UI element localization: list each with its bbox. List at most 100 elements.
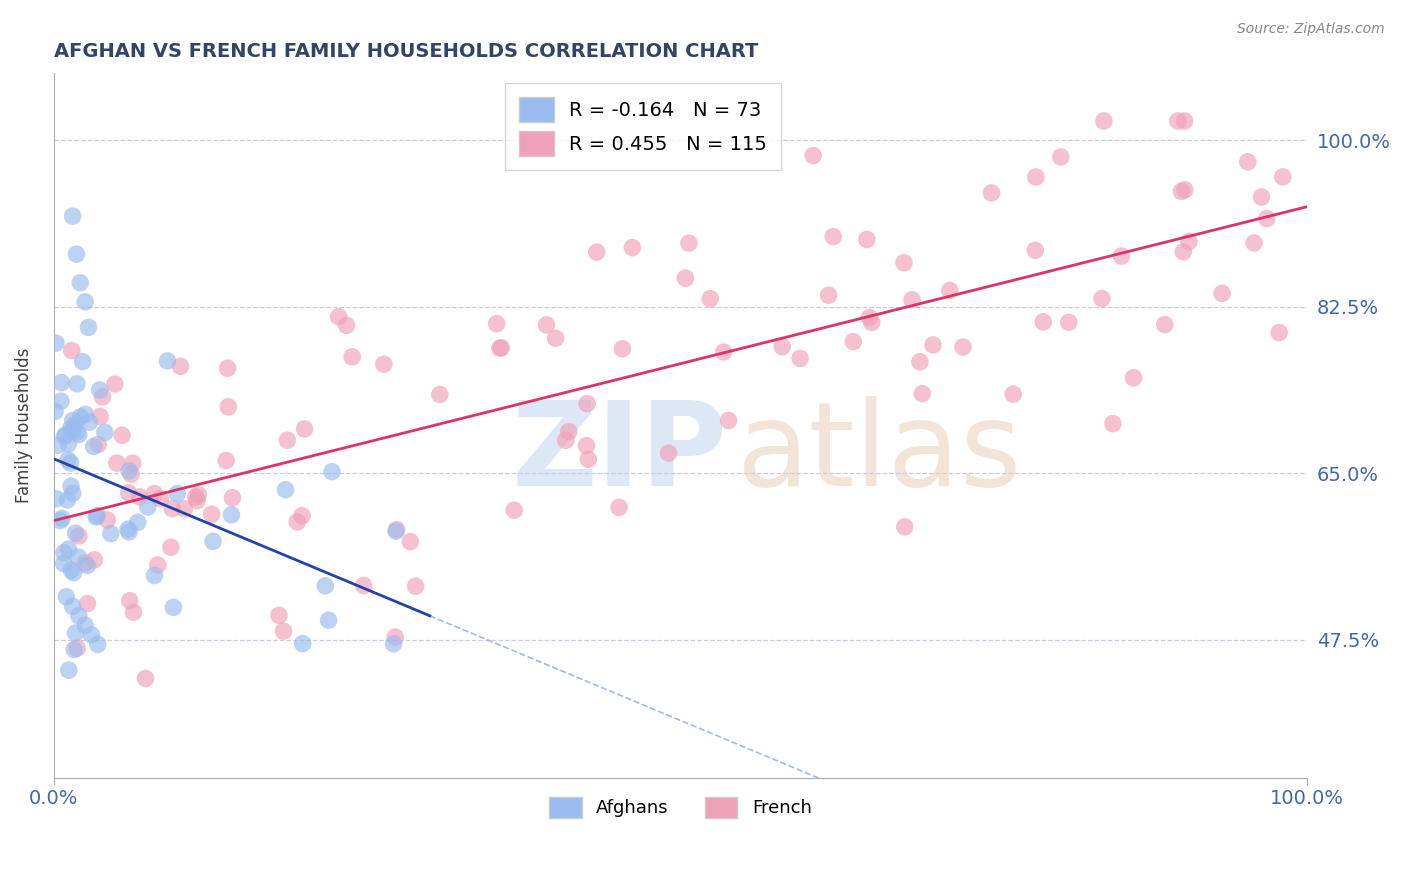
Point [56, 492, 79, 507]
Point [60, 343, 83, 358]
Point [59, 422, 82, 436]
Point [160, 541, 183, 555]
Point [612, 342, 634, 356]
Point [1178, 235, 1201, 249]
Point [318, 613, 340, 627]
Point [856, 233, 879, 247]
Point [385, 523, 408, 537]
Point [373, 357, 395, 371]
Point [65, 247, 87, 261]
Point [83, 440, 105, 454]
Point [128, 490, 150, 504]
Point [79, 415, 101, 429]
Point [1271, 169, 1294, 184]
Point [1173, 244, 1195, 259]
Point [75, 408, 97, 422]
Point [842, 334, 865, 349]
Point [118, 464, 141, 478]
Point [554, 434, 576, 448]
Legend: Afghans, French: Afghans, French [543, 789, 820, 825]
Point [536, 318, 558, 332]
Point [45, 336, 67, 351]
Point [678, 236, 700, 251]
Point [46, 438, 69, 452]
Point [1102, 417, 1125, 431]
Point [156, 354, 179, 368]
Text: ZIP: ZIP [512, 396, 727, 511]
Point [162, 501, 184, 516]
Point [1050, 150, 1073, 164]
Point [215, 453, 238, 467]
Point [673, 271, 696, 285]
Point [952, 340, 974, 354]
Point [267, 608, 290, 623]
Point [321, 465, 343, 479]
Point [184, 490, 207, 504]
Point [405, 579, 427, 593]
Point [146, 558, 169, 572]
Point [939, 284, 962, 298]
Point [66, 641, 89, 656]
Point [60, 479, 83, 493]
Point [789, 351, 811, 366]
Point [1091, 292, 1114, 306]
Y-axis label: Family Households: Family Households [15, 348, 32, 503]
Point [96, 513, 118, 527]
Point [149, 491, 172, 506]
Point [575, 439, 598, 453]
Point [67, 427, 90, 442]
Point [1211, 286, 1233, 301]
Point [62, 423, 84, 437]
Point [66, 425, 89, 439]
Text: atlas: atlas [737, 396, 1022, 511]
Point [328, 310, 350, 324]
Point [1111, 249, 1133, 263]
Point [202, 534, 225, 549]
Point [1057, 315, 1080, 329]
Point [55, 428, 77, 442]
Point [817, 288, 839, 302]
Point [120, 467, 142, 482]
Point [1002, 387, 1025, 401]
Point [1236, 154, 1258, 169]
Point [429, 387, 451, 401]
Point [52, 546, 75, 560]
Point [485, 317, 508, 331]
Point [273, 624, 295, 638]
Point [1256, 211, 1278, 226]
Text: AFGHAN VS FRENCH FAMILY HOUSEHOLDS CORRELATION CHART: AFGHAN VS FRENCH FAMILY HOUSEHOLDS CORRE… [53, 42, 758, 61]
Point [72, 354, 94, 368]
Point [274, 483, 297, 497]
Text: Source: ZipAtlas.com: Source: ZipAtlas.com [1237, 22, 1385, 37]
Point [221, 508, 243, 522]
Point [75, 556, 97, 570]
Point [100, 526, 122, 541]
Point [49, 394, 72, 409]
Point [89, 409, 111, 424]
Point [67, 529, 90, 543]
Point [56, 453, 79, 467]
Point [801, 148, 824, 162]
Point [58, 663, 80, 677]
Point [717, 413, 740, 427]
Point [162, 600, 184, 615]
Point [76, 597, 98, 611]
Point [285, 515, 308, 529]
Point [63, 417, 86, 432]
Point [173, 501, 195, 516]
Point [136, 500, 159, 514]
Point [503, 503, 526, 517]
Point [45, 491, 67, 506]
Point [713, 345, 735, 359]
Point [399, 534, 422, 549]
Point [77, 320, 100, 334]
Point [67, 549, 90, 564]
Point [66, 376, 89, 391]
Point [893, 256, 915, 270]
Point [111, 428, 134, 442]
Point [823, 229, 845, 244]
Point [911, 386, 934, 401]
Point [67, 608, 90, 623]
Point [143, 568, 166, 582]
Point [75, 618, 97, 632]
